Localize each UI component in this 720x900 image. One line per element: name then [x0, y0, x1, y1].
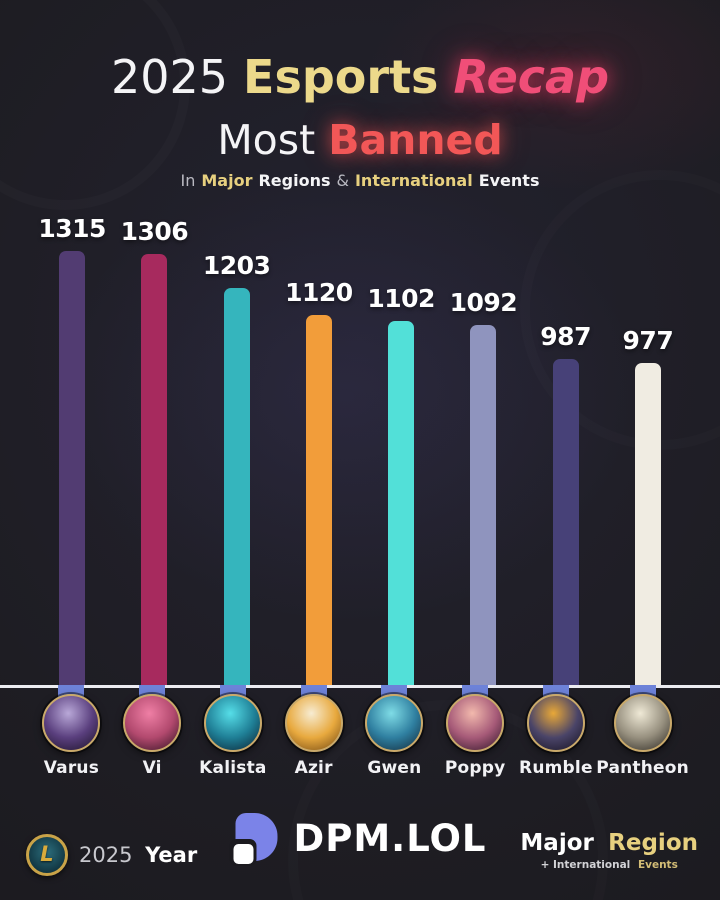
bar: [223, 288, 250, 685]
champion-name: Pantheon: [596, 758, 689, 778]
champion-name: Vi: [142, 758, 162, 778]
page-subtitle: Most Banned: [0, 115, 720, 165]
tagline-events: Events: [478, 171, 540, 190]
scope-sub-international: + International: [540, 859, 631, 871]
champion-name: Varus: [43, 758, 100, 778]
champion-portrait: [203, 694, 262, 752]
tagline-international: International: [354, 171, 473, 190]
subtitle-most: Most: [217, 116, 316, 164]
title-year: 2025: [110, 50, 229, 104]
bar-value-label: 1120: [285, 278, 353, 307]
chart-column: 1092: [442, 200, 524, 685]
champion-portrait: [42, 694, 101, 752]
champion-name: Gwen: [367, 758, 422, 778]
champion-name: Azir: [294, 758, 333, 778]
chart-column: 1315: [31, 200, 113, 685]
brand-wordmark: DPM.LOL: [293, 817, 487, 860]
champion-portrait: [284, 694, 343, 752]
champion-name: Kalista: [199, 758, 267, 778]
footer-year-word: Year: [145, 843, 198, 867]
footer-year-number: 2025: [79, 843, 133, 867]
champion-portrait: [613, 694, 672, 752]
champion-portrait: [365, 694, 424, 752]
portrait-column: Azir: [273, 685, 354, 778]
scope-major: Major: [520, 830, 594, 856]
league-of-legends-logo-icon: L: [26, 834, 68, 876]
chart-column: 977: [607, 200, 689, 685]
champion-name: Poppy: [444, 758, 506, 778]
bar: [470, 325, 497, 685]
chart-column: 1102: [360, 200, 442, 685]
page-title: 2025 Esports Recap: [0, 48, 720, 106]
bar: [59, 251, 86, 685]
subtitle-banned: Banned: [328, 116, 503, 164]
bar-value-label: 987: [540, 322, 591, 351]
tagline-ampersand: &: [336, 171, 349, 190]
chart-column: 1120: [278, 200, 360, 685]
brand-lockup: DPM.LOL: [229, 813, 487, 866]
champion-name: Rumble: [519, 758, 593, 778]
footer-scope: Major Region + International Events: [520, 830, 698, 872]
bar: [634, 363, 661, 685]
portrait-column: Gwen: [354, 685, 435, 778]
scope-sub-events: Events: [637, 859, 678, 871]
title-esports: Esports: [243, 50, 439, 104]
portrait-column: Pantheon: [596, 685, 689, 778]
bar-value-label: 1092: [449, 288, 518, 317]
tagline-regions: Regions: [258, 171, 331, 190]
tagline-major: Major: [201, 171, 253, 190]
bar-value-label: 1102: [367, 284, 435, 313]
chart-column: 1306: [113, 200, 195, 685]
champion-portrait: [123, 694, 182, 752]
bar: [141, 254, 168, 685]
portrait-column: Rumble: [516, 685, 597, 778]
footer-year: L 2025 Year: [26, 834, 197, 876]
portrait-column: Vi: [112, 685, 193, 778]
portrait-column: Poppy: [435, 685, 516, 778]
dpm-lol-logo-icon: [229, 813, 279, 866]
bar-value-label: 977: [622, 326, 674, 355]
bar: [388, 321, 415, 685]
bar-value-label: 1306: [120, 217, 189, 246]
chart-baseline: [0, 685, 720, 688]
title-recap: Recap: [453, 50, 610, 104]
bar: [552, 359, 579, 685]
chart-column: 1203: [196, 200, 278, 685]
bar-value-label: 1315: [38, 214, 106, 243]
bar: [305, 315, 332, 685]
portrait-column: Varus: [31, 685, 112, 778]
champion-portrait: [446, 694, 505, 752]
footer-year-label: 2025 Year: [79, 843, 197, 867]
portrait-row: Varus Vi Kalista Azir Gwen Poppy Rumble Pantheo…: [31, 685, 689, 778]
bar-value-label: 1203: [202, 251, 271, 280]
champion-portrait: [526, 694, 585, 752]
tagline: In Major Regions & International Events: [0, 170, 720, 192]
bar-chart: 1315 1306 1203 1120 1102 1092 987 977: [31, 200, 689, 685]
scope-region: Region: [608, 830, 698, 856]
chart-column: 987: [525, 200, 607, 685]
portrait-column: Kalista: [193, 685, 274, 778]
tagline-in: In: [180, 171, 196, 190]
